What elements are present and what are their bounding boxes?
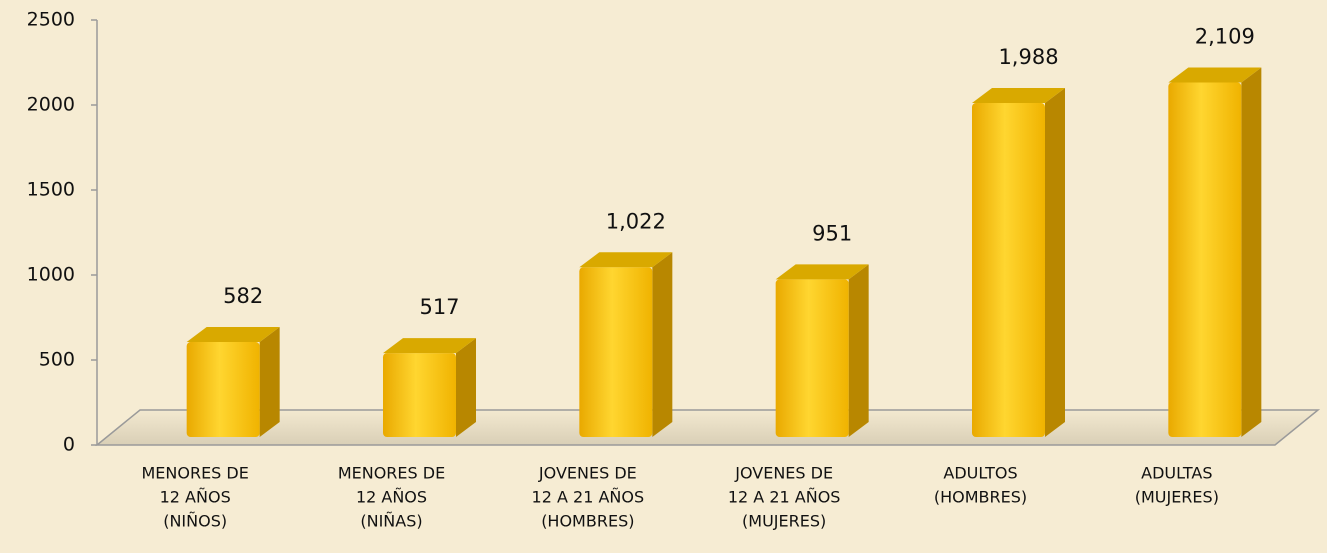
x-tick-label: 12 A 21 AÑOS	[728, 488, 841, 507]
x-tick-label: (HOMBRES)	[934, 488, 1027, 507]
bar-side	[259, 327, 280, 437]
x-tick-label: 12 AÑOS	[356, 488, 427, 507]
bar-side	[1045, 88, 1065, 437]
bar	[1168, 82, 1242, 437]
x-tick-label: MENORES DE	[141, 464, 248, 483]
x-tick-label: (NIÑOS)	[163, 512, 227, 531]
x-tick-label: (MUJERES)	[1135, 488, 1219, 507]
y-tick-label: 500	[39, 349, 75, 371]
x-tick-label: MENORES DE	[338, 464, 445, 483]
x-tick-label: ADULTAS	[1141, 464, 1212, 483]
x-tick-label: (NIÑAS)	[360, 512, 422, 531]
bar-side	[652, 252, 673, 437]
value-label: 1,988	[998, 45, 1058, 69]
y-tick-label: 2000	[27, 94, 75, 116]
bar	[775, 279, 849, 437]
bar	[186, 342, 260, 437]
floor	[94, 409, 1321, 446]
x-tick-label: ADULTOS	[943, 464, 1017, 483]
value-label: 582	[223, 284, 263, 308]
value-label: 951	[812, 221, 852, 245]
bar-side	[1241, 67, 1262, 437]
y-tick-label: 2500	[27, 9, 75, 31]
x-tick-label: (HOMBRES)	[541, 512, 634, 531]
x-tick-label: JOVENES DE	[734, 464, 833, 483]
bar-top	[1168, 67, 1262, 83]
bar	[972, 103, 1045, 437]
x-tick-label: 12 A 21 AÑOS	[532, 488, 645, 507]
bar	[383, 353, 456, 437]
x-tick-label: JOVENES DE	[538, 464, 637, 483]
bar-side	[848, 264, 869, 437]
value-label: 517	[419, 295, 459, 319]
bar-top	[186, 327, 280, 343]
bar-top	[972, 88, 1065, 104]
bar-top	[775, 264, 869, 280]
bar-top	[383, 338, 476, 354]
y-tick-label: 1000	[27, 264, 75, 286]
y-tick-label: 1500	[27, 179, 75, 201]
bar	[579, 267, 653, 437]
value-label: 2,109	[1195, 24, 1255, 48]
y-tick-label: 0	[63, 434, 75, 456]
bar-top	[579, 252, 673, 268]
value-label: 1,022	[606, 209, 666, 233]
bar-side	[456, 338, 476, 437]
x-tick-label: (MUJERES)	[742, 512, 826, 531]
x-tick-label: 12 AÑOS	[160, 488, 231, 507]
